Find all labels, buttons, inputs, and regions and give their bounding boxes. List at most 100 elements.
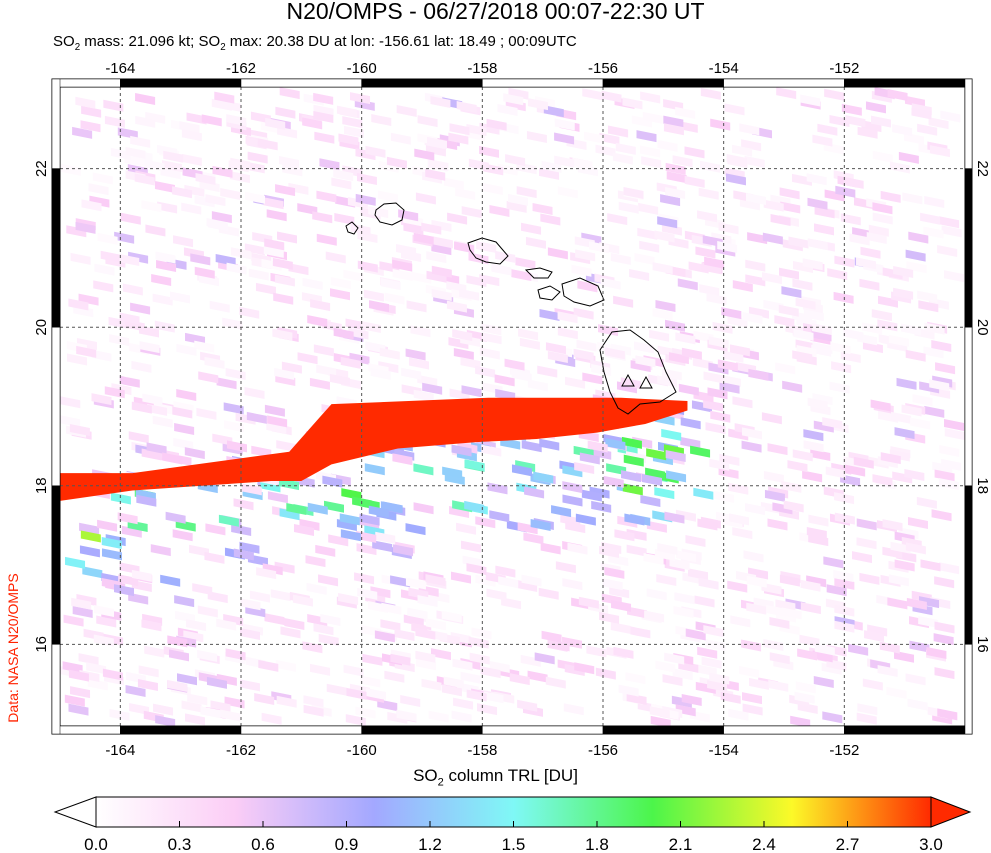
so2-pixel	[276, 440, 297, 453]
so2-pixel	[297, 352, 318, 365]
so2-pixel	[145, 224, 166, 237]
so2-pixel	[860, 246, 881, 259]
so2-pixel	[830, 342, 851, 355]
so2-pixel	[136, 494, 157, 507]
so2-pixel	[887, 88, 908, 101]
so2-pixel	[693, 487, 714, 500]
so2-pixel	[281, 361, 302, 374]
so2-pixel	[415, 627, 436, 640]
so2-pixel	[316, 233, 337, 246]
so2-pixel	[692, 357, 713, 370]
colorbar-max-extension	[930, 796, 972, 828]
so2-pixel	[461, 385, 482, 398]
so2-pixel	[456, 100, 477, 113]
so2-pixel	[134, 173, 155, 186]
so2-pixel	[907, 517, 928, 530]
so2-pixel	[573, 348, 594, 361]
so2-pixel	[248, 268, 269, 281]
so2-pixel	[622, 483, 643, 496]
so2-pixel	[862, 341, 883, 354]
frame-bar-top	[51, 78, 121, 88]
so2-pixel	[761, 412, 782, 425]
so2-pixel	[909, 640, 930, 653]
so2-pixel	[621, 470, 642, 483]
so2-pixel	[646, 448, 667, 461]
so2-pixel	[698, 577, 719, 590]
so2-pixel	[923, 226, 944, 239]
so2-pixel	[567, 542, 588, 555]
so2-pixel	[475, 516, 496, 529]
so2-pixel	[62, 661, 83, 674]
so2-pixel	[94, 263, 115, 276]
so2-pixel	[170, 291, 191, 304]
so2-pixel	[591, 364, 612, 377]
colorbar-tick-label: 3.0	[919, 835, 943, 853]
so2-pixel	[573, 307, 594, 320]
so2-pixel	[86, 662, 107, 675]
so2-pixel	[612, 152, 633, 165]
figure-subtitle: SO2 mass: 21.096 kt; SO2 max: 20.38 DU a…	[53, 33, 577, 53]
so2-pixel	[282, 164, 303, 177]
frame-bar-left	[51, 326, 61, 487]
so2-pixel	[456, 522, 477, 535]
so2-pixel	[181, 700, 202, 713]
so2-pixel	[87, 678, 108, 691]
so2-pixel	[393, 544, 414, 557]
so2-pixel	[315, 544, 336, 557]
so2-pixel	[657, 139, 678, 152]
so2-pixel	[209, 300, 230, 313]
so2-pixel	[366, 688, 387, 701]
so2-pixel	[742, 312, 763, 325]
frame-bar-left	[51, 485, 61, 645]
so2-pixel	[515, 257, 536, 270]
so2-pixel	[224, 420, 245, 433]
so2-pixel	[313, 623, 334, 636]
so2-pixel	[114, 584, 135, 597]
so2-pixel	[678, 383, 699, 396]
so2-pixel	[706, 293, 727, 306]
so2-pixel	[618, 201, 639, 214]
colorbar-tick-label: 1.8	[585, 835, 609, 853]
so2-pixel	[263, 197, 284, 210]
so2-pixel	[155, 251, 176, 264]
so2-pixel	[872, 150, 893, 163]
so2-pixel	[720, 691, 741, 704]
so2-pixel	[205, 523, 226, 536]
so2-pixel	[313, 92, 334, 105]
so2-pixel	[934, 621, 955, 634]
so2-pixel	[726, 154, 747, 167]
so2-pixel	[517, 699, 538, 712]
so2-pixel	[342, 116, 363, 129]
so2-pixel	[862, 678, 883, 691]
so2-pixel	[707, 387, 728, 400]
so2-pixel	[677, 278, 698, 291]
so2-pixel	[264, 404, 285, 417]
so2-pixel	[233, 498, 254, 511]
so2-pixel	[125, 684, 146, 697]
so2-pixel	[340, 529, 361, 542]
so2-pixel	[390, 653, 411, 666]
so2-pixel	[122, 283, 143, 296]
so2-pixel	[877, 319, 898, 332]
so2-pixel	[586, 645, 607, 658]
so2-pixel	[929, 145, 950, 158]
so2-pixel	[581, 489, 602, 502]
so2-pixel	[697, 210, 718, 223]
so2-pixel	[318, 574, 339, 587]
so2-pixel	[599, 132, 620, 145]
frame-bar-top	[602, 78, 724, 88]
so2-pixel	[174, 595, 195, 608]
so2-pixel	[652, 308, 673, 321]
so2-pixel	[359, 513, 380, 526]
so2-pixel	[931, 340, 952, 353]
so2-pixel	[251, 445, 272, 458]
so2-pixel	[356, 172, 377, 185]
so2-pixel	[67, 353, 88, 366]
island-outline	[537, 285, 561, 301]
so2-pixel	[717, 359, 738, 372]
lat-tick-label-right: 16	[974, 636, 991, 653]
map-frame	[51, 78, 973, 735]
so2-pixel	[119, 312, 140, 325]
so2-pixel	[432, 236, 453, 249]
so2-pixel	[599, 546, 620, 559]
